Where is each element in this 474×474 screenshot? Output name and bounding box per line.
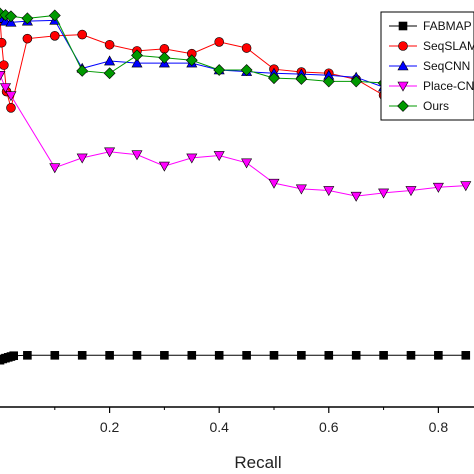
- x-tick-label: 0.6: [319, 419, 339, 435]
- data-point: [9, 351, 18, 361]
- legend-marker: [397, 81, 409, 92]
- legend-marker: [397, 100, 409, 112]
- data-point: [214, 37, 224, 47]
- data-point: [0, 37, 7, 48]
- x-tick-label: 0.2: [100, 419, 120, 435]
- data-point: [22, 33, 33, 44]
- data-point: [76, 153, 88, 164]
- data-point: [104, 39, 115, 50]
- data-point: [350, 191, 362, 202]
- data-point: [131, 150, 143, 161]
- data-point: [49, 31, 60, 41]
- data-point: [103, 67, 116, 80]
- data-point: [405, 186, 417, 197]
- data-point: [104, 55, 116, 66]
- legend: FABMAP SeqSLAM SeqCNN Place-CNN Ours: [380, 11, 474, 121]
- data-point: [213, 151, 225, 162]
- legend-item: SeqSLAM: [389, 39, 474, 53]
- data-point: [0, 83, 11, 94]
- legend-label: SeqSLAM: [423, 39, 474, 53]
- data-point: [185, 54, 198, 67]
- x-tick-label: 0.4: [209, 419, 229, 435]
- data-point: [23, 351, 32, 360]
- data-point: [324, 351, 334, 360]
- legend-item: Ours: [389, 99, 449, 113]
- data-point: [268, 72, 280, 85]
- data-point: [297, 351, 306, 360]
- data-point: [268, 178, 280, 189]
- data-point: [131, 49, 143, 62]
- data-point: [460, 181, 472, 192]
- data-point: [186, 153, 198, 164]
- data-point: [322, 75, 335, 88]
- legend-marker: [398, 21, 408, 31]
- legend-item: SeqCNN: [389, 59, 470, 73]
- data-point: [269, 351, 279, 360]
- data-point: [6, 103, 16, 113]
- data-point: [0, 70, 6, 81]
- data-point: [434, 351, 443, 360]
- series-place-cnn: [0, 70, 472, 202]
- legend-label: FABMAP: [423, 19, 472, 33]
- legend-marker: [398, 41, 408, 51]
- data-point: [187, 351, 197, 360]
- data-point: [5, 10, 17, 23]
- data-point: [241, 43, 252, 53]
- legend-item: FABMAP: [389, 19, 472, 33]
- data-point: [48, 9, 61, 22]
- data-point: [158, 51, 171, 64]
- data-point: [295, 73, 308, 85]
- legend-label: Ours: [423, 99, 449, 113]
- series-line: [0, 354, 466, 361]
- series-line: [0, 18, 466, 108]
- data-point: [379, 351, 388, 360]
- x-axis-label: Recall: [234, 453, 281, 472]
- data-point: [432, 182, 444, 193]
- data-point: [21, 12, 34, 25]
- data-point: [77, 351, 87, 360]
- series-line: [0, 17, 466, 92]
- data-point: [213, 64, 226, 76]
- data-point: [351, 351, 361, 360]
- legend-label: SeqCNN: [423, 59, 470, 73]
- data-point: [406, 351, 416, 360]
- data-point: [158, 161, 170, 172]
- data-point: [242, 351, 251, 360]
- data-point: [76, 64, 89, 77]
- x-ticks: 0.2 0.4 0.6 0.8: [54, 407, 449, 435]
- data-point: [77, 29, 87, 40]
- data-point: [214, 351, 224, 360]
- data-point: [295, 184, 307, 195]
- data-point: [0, 60, 9, 70]
- data-point: [323, 186, 335, 197]
- data-point: [50, 351, 60, 360]
- data-point: [104, 147, 116, 158]
- data-point: [132, 351, 142, 360]
- series-fabmap: [0, 351, 471, 365]
- data-point: [49, 163, 61, 174]
- x-tick-label: 0.8: [429, 419, 449, 435]
- data-point: [5, 91, 17, 102]
- data-point: [131, 57, 143, 68]
- data-point: [240, 64, 253, 76]
- data-point: [350, 75, 363, 88]
- data-point: [461, 351, 471, 360]
- data-point: [105, 351, 114, 360]
- legend-label: Place-CNN: [423, 79, 474, 93]
- legend-item: Place-CNN: [389, 79, 474, 93]
- legend-marker: [397, 60, 409, 71]
- data-point: [160, 351, 169, 360]
- data-point: [378, 188, 390, 199]
- data-point: [241, 158, 253, 169]
